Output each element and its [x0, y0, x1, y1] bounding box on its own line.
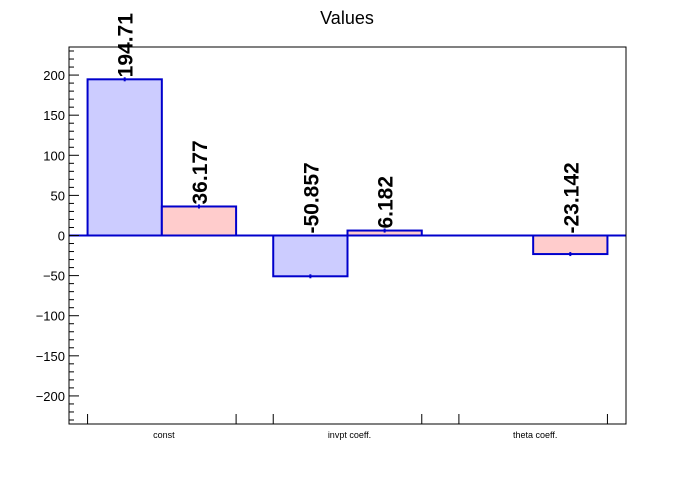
x-category-label: const [153, 430, 175, 440]
y-tick-label: 0 [58, 229, 65, 244]
bar-value-label: 194.71 [115, 13, 138, 78]
y-tick-label: −100 [36, 309, 65, 324]
y-tick-label: −200 [36, 389, 65, 404]
y-tick-label: −150 [36, 349, 65, 364]
bar-value-label: 6.182 [375, 176, 398, 229]
data-labels-layer: 194.71 -50.857 36.177 6.182 -23.142 [115, 13, 584, 234]
chart-title: Values [320, 8, 374, 28]
bar-value-label: -23.142 [560, 162, 583, 233]
bar-value-label: -50.857 [300, 162, 323, 233]
bar [272, 234, 349, 278]
plot-frame: 200 150 100 50 0 −50 −100 −150 −200 const invpt co… [36, 46, 627, 440]
bar [532, 234, 609, 256]
bar [160, 205, 238, 237]
x-category-label: invpt coeff. [328, 430, 371, 440]
bars-layer [86, 77, 609, 279]
y-tick-label: 100 [43, 148, 65, 163]
x-category-label: theta coeff. [513, 430, 557, 440]
y-tick-label: 200 [43, 68, 65, 83]
bar-value-label: 36.177 [189, 140, 212, 204]
y-tick-label: −50 [43, 269, 65, 284]
y-tick-label: 50 [51, 188, 65, 203]
y-tick-label: 150 [43, 108, 65, 123]
bar [86, 78, 163, 237]
